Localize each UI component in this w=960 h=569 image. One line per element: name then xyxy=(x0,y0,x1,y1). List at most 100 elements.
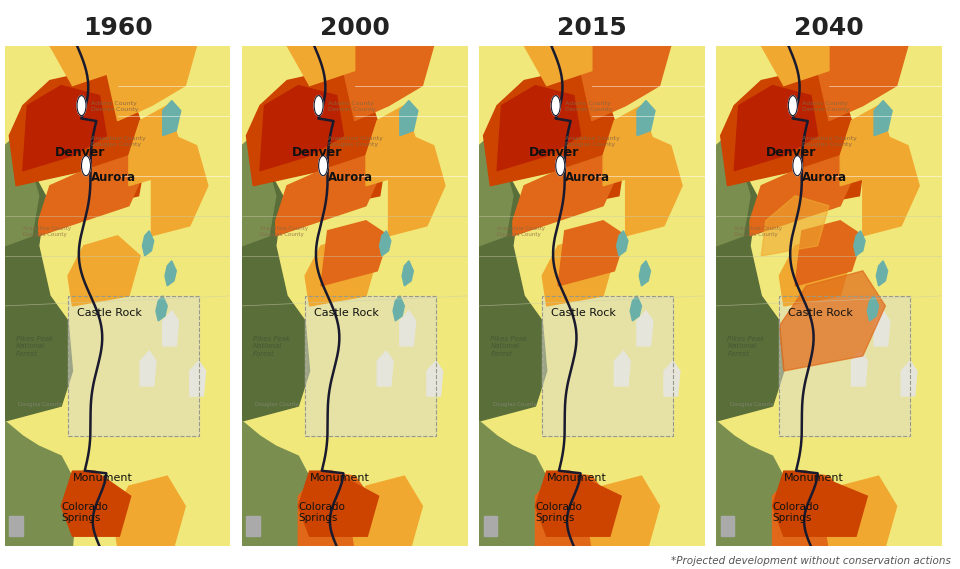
Polygon shape xyxy=(162,101,180,135)
Polygon shape xyxy=(721,71,852,185)
Text: Arapahoe County
Douglas County: Arapahoe County Douglas County xyxy=(90,136,145,147)
Polygon shape xyxy=(780,236,852,306)
Bar xyxy=(542,296,673,436)
Polygon shape xyxy=(874,311,890,346)
Text: Castle Rock: Castle Rock xyxy=(551,308,616,318)
Polygon shape xyxy=(542,236,614,306)
Text: Arapahoe County
Douglas County: Arapahoe County Douglas County xyxy=(260,226,308,237)
Polygon shape xyxy=(734,85,818,171)
Circle shape xyxy=(551,96,561,116)
Polygon shape xyxy=(399,101,418,135)
Circle shape xyxy=(314,96,324,116)
Text: Arapahoe County
Douglas County: Arapahoe County Douglas County xyxy=(734,226,782,237)
Text: Colorado
Springs: Colorado Springs xyxy=(773,502,820,523)
Polygon shape xyxy=(773,471,852,546)
Polygon shape xyxy=(497,85,581,171)
Polygon shape xyxy=(50,46,117,85)
Polygon shape xyxy=(305,236,377,306)
Polygon shape xyxy=(299,471,377,546)
Polygon shape xyxy=(242,171,309,421)
Text: 2040: 2040 xyxy=(794,16,864,40)
Polygon shape xyxy=(350,476,422,546)
Polygon shape xyxy=(107,46,197,121)
Bar xyxy=(542,296,673,436)
Circle shape xyxy=(82,156,90,176)
Polygon shape xyxy=(840,106,892,185)
Polygon shape xyxy=(389,135,444,236)
Text: Denver: Denver xyxy=(529,146,579,159)
Bar xyxy=(68,296,199,436)
Polygon shape xyxy=(5,421,77,546)
Text: 1960: 1960 xyxy=(83,16,153,40)
Text: Colorado
Springs: Colorado Springs xyxy=(299,502,346,523)
Text: Colorado
Springs: Colorado Springs xyxy=(61,502,108,523)
Polygon shape xyxy=(38,121,145,236)
Polygon shape xyxy=(479,135,513,246)
Polygon shape xyxy=(716,135,750,246)
Polygon shape xyxy=(603,106,655,185)
Text: Pikes Peak
National
Forest: Pikes Peak National Forest xyxy=(16,336,53,357)
Polygon shape xyxy=(5,171,72,421)
Polygon shape xyxy=(524,46,591,85)
Polygon shape xyxy=(513,121,619,236)
Text: Adams County
Denver County: Adams County Denver County xyxy=(327,101,375,112)
Polygon shape xyxy=(162,311,179,346)
Polygon shape xyxy=(637,311,653,346)
Polygon shape xyxy=(152,135,207,236)
Text: Aurora: Aurora xyxy=(802,171,847,184)
Bar xyxy=(68,296,199,436)
Polygon shape xyxy=(165,261,177,286)
Polygon shape xyxy=(61,471,131,536)
Polygon shape xyxy=(393,296,404,321)
Bar xyxy=(305,296,436,436)
Text: Douglas County: Douglas County xyxy=(492,402,537,407)
Text: Aurora: Aurora xyxy=(564,171,610,184)
Bar xyxy=(10,516,23,536)
Polygon shape xyxy=(536,471,621,536)
Polygon shape xyxy=(129,106,180,185)
Circle shape xyxy=(556,156,564,176)
Polygon shape xyxy=(773,471,867,536)
Bar xyxy=(484,516,497,536)
Polygon shape xyxy=(276,121,382,236)
Polygon shape xyxy=(852,351,867,386)
Polygon shape xyxy=(402,261,414,286)
Polygon shape xyxy=(113,476,185,546)
Text: Denver: Denver xyxy=(55,146,105,159)
Text: Castle Rock: Castle Rock xyxy=(77,308,142,318)
Polygon shape xyxy=(242,135,276,246)
Polygon shape xyxy=(379,231,391,256)
Polygon shape xyxy=(558,135,625,206)
Polygon shape xyxy=(818,46,908,121)
Polygon shape xyxy=(479,421,551,546)
Text: Pikes Peak
National
Forest: Pikes Peak National Forest xyxy=(728,336,764,357)
Polygon shape xyxy=(664,361,680,396)
Polygon shape xyxy=(637,101,655,135)
Text: Arapahoe County
Douglas County: Arapahoe County Douglas County xyxy=(497,226,545,237)
Polygon shape xyxy=(242,421,314,546)
Polygon shape xyxy=(344,46,434,121)
Polygon shape xyxy=(377,351,393,386)
Text: 2000: 2000 xyxy=(320,16,390,40)
Polygon shape xyxy=(863,135,920,236)
Polygon shape xyxy=(10,71,140,185)
Polygon shape xyxy=(639,261,651,286)
Bar xyxy=(305,296,436,436)
Polygon shape xyxy=(761,46,829,85)
Circle shape xyxy=(77,96,86,116)
Polygon shape xyxy=(321,221,389,286)
Polygon shape xyxy=(876,261,888,286)
Polygon shape xyxy=(299,471,378,536)
Polygon shape xyxy=(484,71,614,185)
Bar xyxy=(780,296,910,436)
Text: Pikes Peak
National
Forest: Pikes Peak National Forest xyxy=(491,336,527,357)
Text: *Projected development without conservation actions: *Projected development without conservat… xyxy=(670,556,950,566)
Text: Arapahoe County
Douglas County: Arapahoe County Douglas County xyxy=(327,136,382,147)
Polygon shape xyxy=(853,231,865,256)
Polygon shape xyxy=(5,135,38,246)
Polygon shape xyxy=(616,231,628,256)
Text: Douglas County: Douglas County xyxy=(18,402,62,407)
Polygon shape xyxy=(780,271,885,371)
Polygon shape xyxy=(247,71,377,185)
Text: Adams County
Denver County: Adams County Denver County xyxy=(802,101,850,112)
